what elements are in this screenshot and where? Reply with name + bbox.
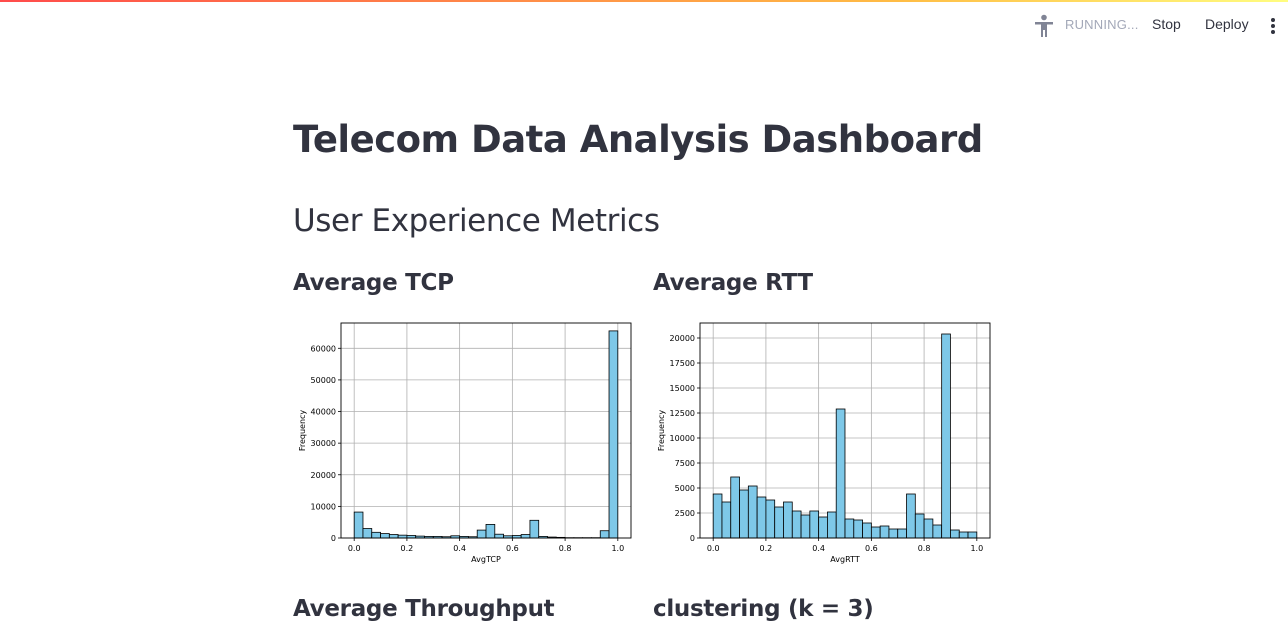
x-axis-label: AvgRTT	[830, 555, 860, 564]
chart-avg-rtt: 0.0 0.2 0.4 0.6 0.8 1.0 0 2500 5000 7500 10000 1250…	[655, 318, 995, 575]
histogram-bar	[879, 525, 890, 539]
histogram-bar	[809, 510, 820, 539]
y-tick-label: 7500	[675, 459, 695, 468]
x-tick-label: 0.6	[865, 544, 878, 553]
x-tick-label: 0.0	[348, 544, 361, 553]
histogram-bar	[897, 528, 907, 539]
x-tick-label: 0.8	[559, 544, 572, 553]
y-tick-label: 20000	[670, 334, 695, 343]
subheader-average-tcp: Average TCP	[293, 270, 454, 296]
histogram-bar	[730, 476, 740, 539]
vertical-dots-icon-dot	[1271, 24, 1275, 28]
histogram-bar	[844, 518, 855, 539]
vertical-dots-icon	[1271, 18, 1275, 22]
histogram-bar	[906, 493, 916, 539]
x-tick-label: 0.6	[506, 544, 519, 553]
histogram-bar	[853, 519, 863, 539]
histogram-bar	[791, 510, 802, 539]
histogram-bar	[862, 522, 872, 539]
histogram-bar	[485, 524, 496, 539]
subheader-average-throughput: Average Throughput	[293, 596, 555, 622]
histogram-avg-tcp: 0.0 0.2 0.4 0.6 0.8 1.0 0 10000 20000 30000 40000 5…	[298, 322, 632, 564]
y-tick-label: 17500	[670, 359, 695, 368]
y-tick-label: 30000	[311, 439, 336, 448]
histogram-bar	[783, 501, 793, 539]
histogram-bar	[388, 534, 399, 539]
subheader-clustering: clustering (k = 3)	[653, 596, 874, 622]
stop-button[interactable]: Stop	[1152, 16, 1181, 32]
x-tick-label: 1.0	[970, 544, 983, 553]
histogram-bar	[476, 529, 487, 539]
histogram-bar	[721, 501, 732, 539]
x-tick-label: 1.0	[611, 544, 624, 553]
histogram-avg-rtt: 0.0 0.2 0.4 0.6 0.8 1.0 0 2500 5000 7500 10000 1250…	[657, 322, 991, 564]
histogram-bar	[870, 526, 881, 539]
y-tick-label: 50000	[311, 376, 336, 385]
histogram-bar	[835, 408, 846, 539]
histogram-bar	[958, 531, 969, 539]
histogram-bar	[756, 496, 767, 539]
histogram-bar	[765, 499, 776, 539]
y-tick-label: 10000	[670, 434, 695, 443]
vertical-dots-icon-dot	[1271, 30, 1275, 34]
histogram-bar	[494, 533, 504, 539]
y-tick-label: 60000	[311, 344, 336, 353]
plot-frame	[699, 322, 991, 539]
y-tick-label: 2500	[675, 509, 695, 518]
y-tick-label: 15000	[670, 384, 695, 393]
histogram-bar	[923, 518, 934, 539]
histogram-bar	[747, 485, 758, 539]
x-tick-label: 0.8	[918, 544, 931, 553]
app-header: RUNNING... Stop Deploy	[0, 2, 1288, 46]
histogram-bar	[818, 516, 828, 539]
header-decoration-bar	[0, 0, 1288, 2]
y-tick-label: 40000	[311, 408, 336, 417]
x-tick-label: 0.4	[453, 544, 466, 553]
running-status-text: RUNNING...	[1065, 17, 1139, 32]
section-heading: User Experience Metrics	[293, 203, 660, 239]
chart-avg-tcp: 0.0 0.2 0.4 0.6 0.8 1.0 0 10000 20000 30000 40000 5…	[296, 318, 636, 575]
main-menu-button[interactable]	[1268, 17, 1278, 35]
histogram-bar	[800, 514, 811, 539]
histogram-bar	[608, 330, 619, 539]
y-tick-label: 10000	[311, 502, 336, 511]
subheader-average-rtt: Average RTT	[653, 270, 813, 296]
histogram-bar	[888, 528, 899, 539]
histogram-bar	[774, 506, 784, 539]
page-title: Telecom Data Analysis Dashboard	[293, 118, 983, 161]
y-axis-label: Frequency	[657, 410, 666, 452]
histogram-bar	[371, 531, 381, 539]
y-tick-label: 20000	[311, 471, 336, 480]
histogram-bar	[520, 534, 531, 539]
y-tick-label: 0	[690, 534, 695, 543]
y-tick-label: 0	[331, 534, 336, 543]
x-tick-label: 0.0	[707, 544, 720, 553]
x-tick-label: 0.2	[401, 544, 414, 553]
histogram-bar	[827, 511, 837, 539]
histogram-bar	[380, 533, 390, 539]
plot-frame	[340, 322, 632, 539]
x-tick-label: 0.4	[812, 544, 825, 553]
running-figure-icon	[1035, 14, 1053, 37]
histogram-bar	[941, 333, 951, 539]
histogram-bar	[529, 519, 540, 539]
y-tick-label: 5000	[675, 484, 695, 493]
histogram-bar	[950, 529, 960, 539]
y-tick-label: 12500	[670, 409, 695, 418]
histogram-bar	[353, 511, 364, 539]
histogram-bar	[712, 493, 723, 539]
histogram-bar	[967, 531, 978, 539]
histogram-bar	[914, 513, 925, 539]
histogram-bar	[599, 530, 610, 539]
x-tick-label: 0.2	[760, 544, 773, 553]
histogram-bar	[362, 528, 373, 539]
deploy-button[interactable]: Deploy	[1205, 16, 1249, 32]
histogram-bar	[932, 524, 943, 539]
x-axis-label: AvgTCP	[471, 555, 501, 564]
histogram-bar	[739, 489, 749, 539]
y-axis-label: Frequency	[298, 410, 307, 452]
